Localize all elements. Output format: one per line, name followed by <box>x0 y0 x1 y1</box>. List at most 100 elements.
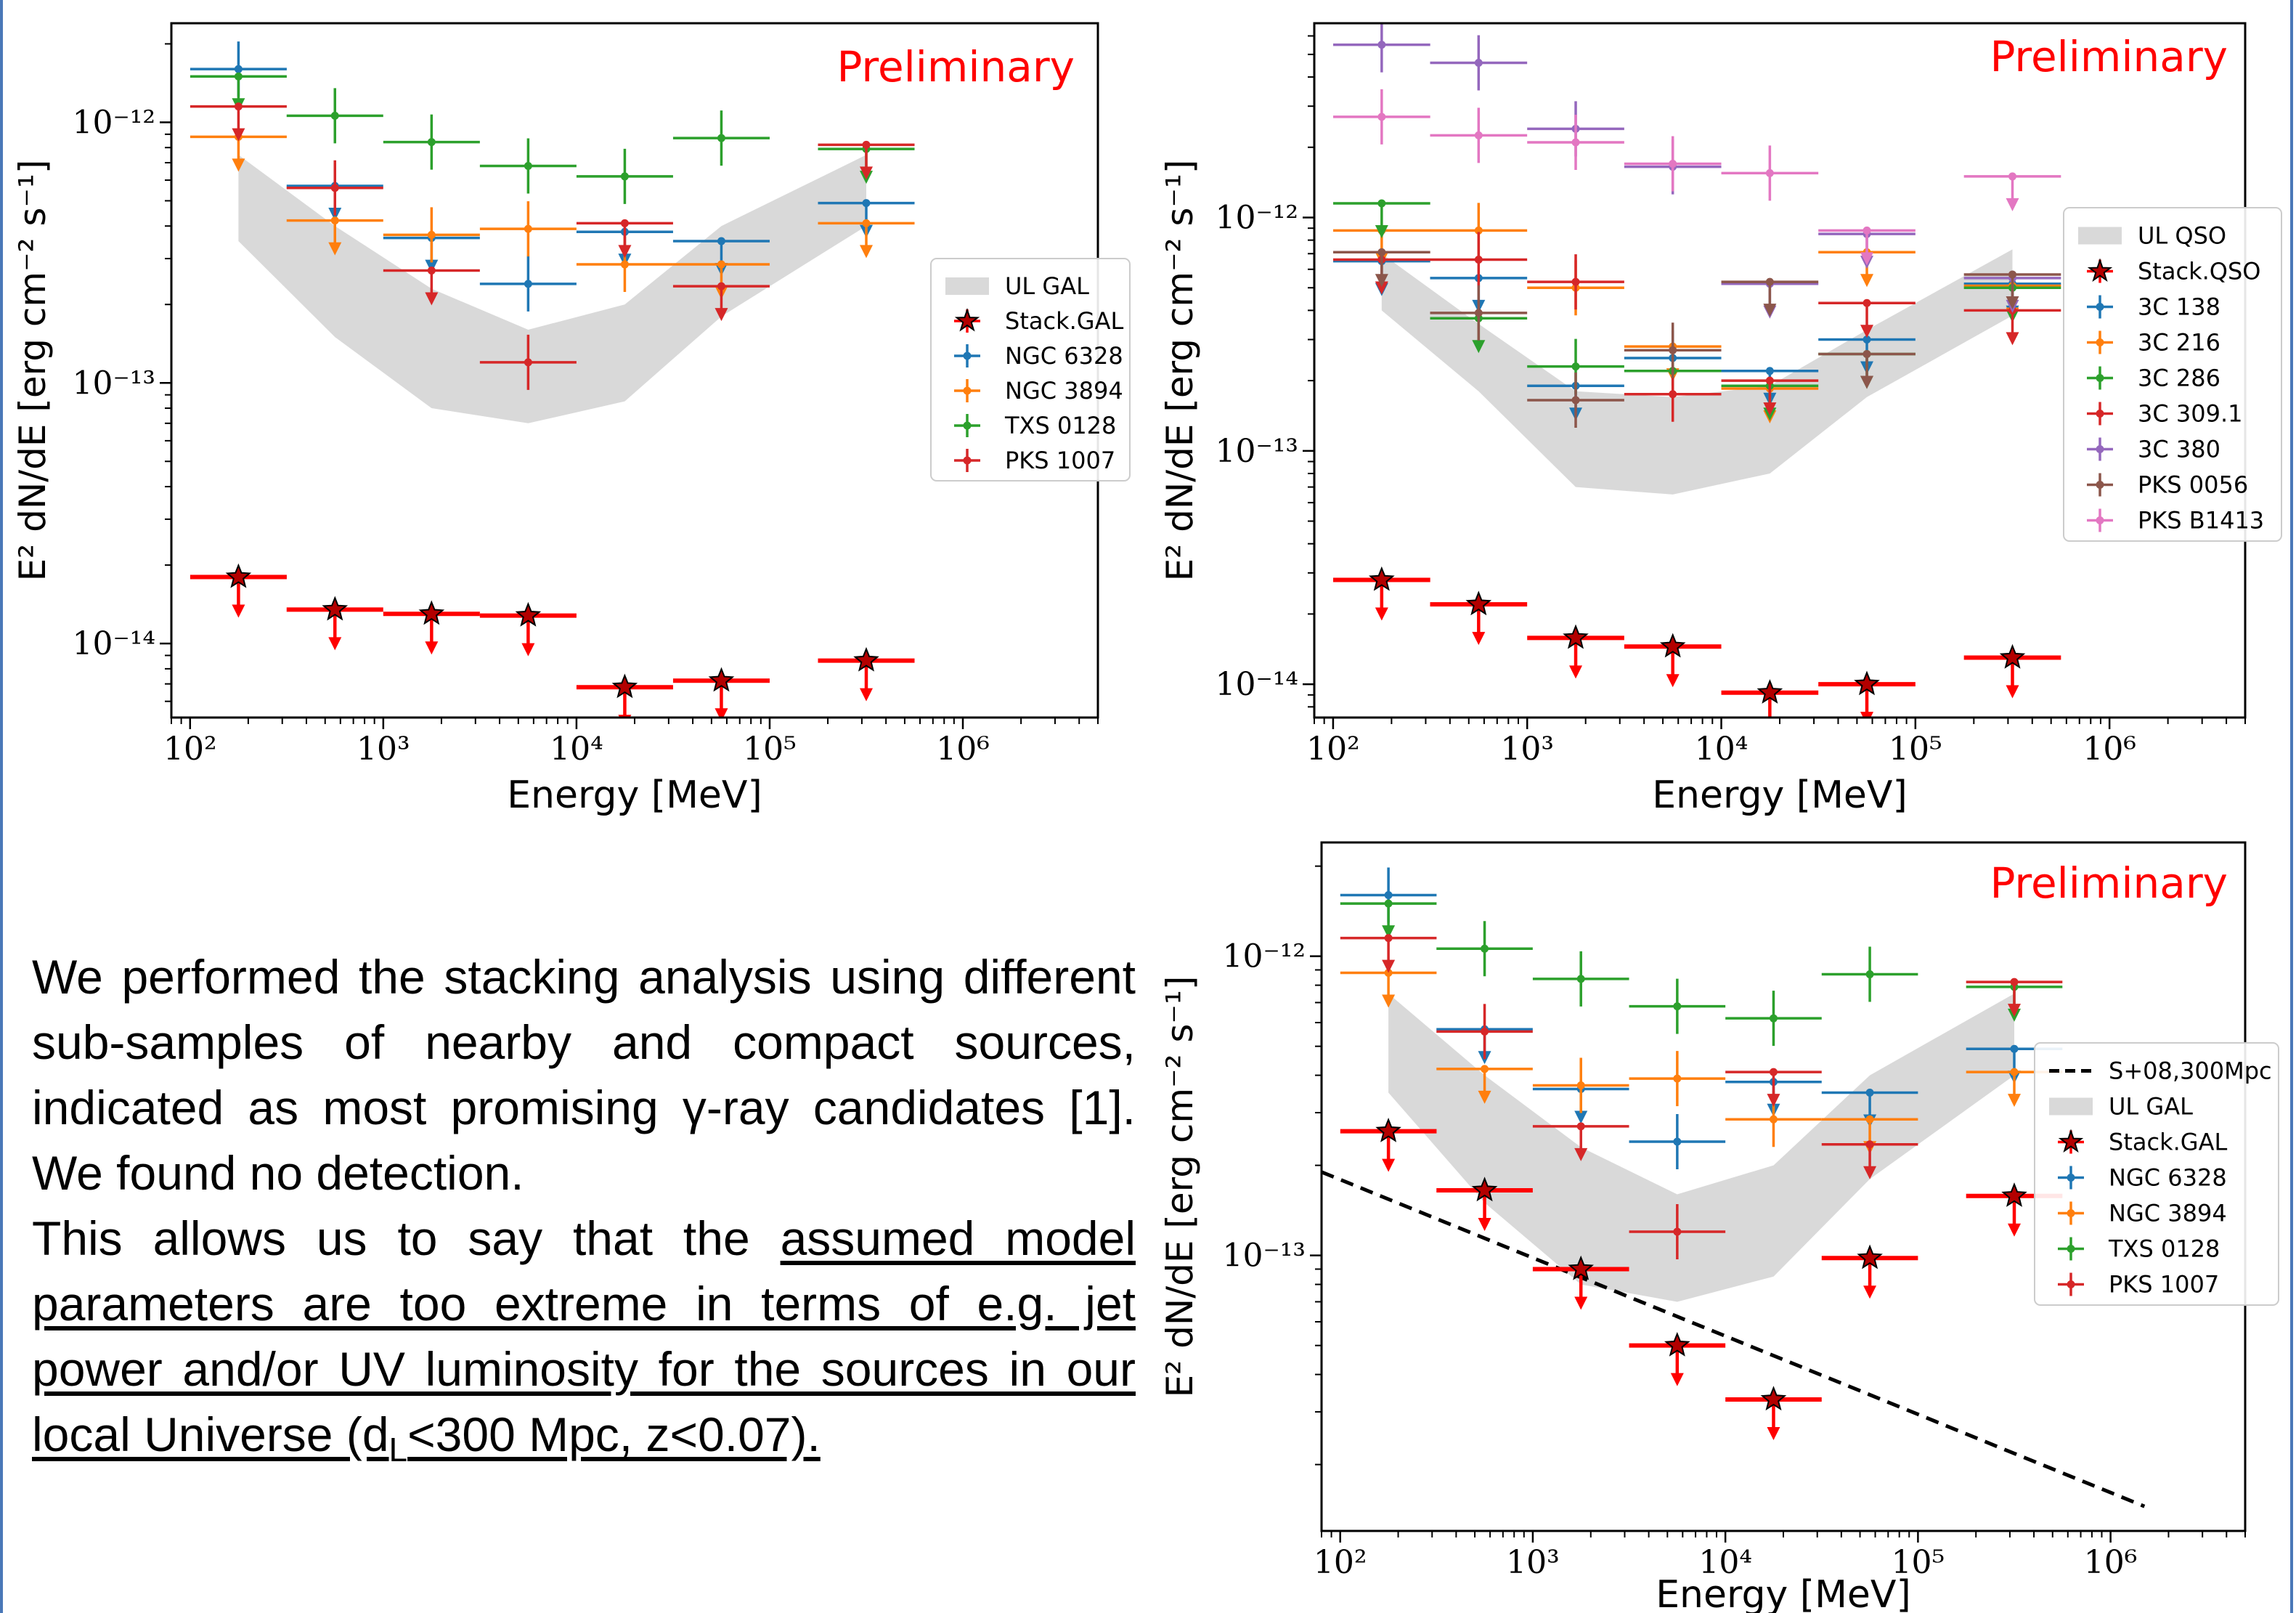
point-marker <box>620 260 629 269</box>
legend-marker <box>2096 303 2104 311</box>
legend-entry: UL QSO <box>2078 222 2226 250</box>
upper-limit-arrow <box>1375 274 1388 288</box>
y-tick-label: 10⁻¹⁴ <box>73 625 156 662</box>
y-axis-label: E² dN/dE [erg cm⁻² s⁻¹] <box>1159 160 1201 582</box>
data-point <box>1721 376 1819 416</box>
point-marker <box>427 138 436 147</box>
point-marker <box>1377 248 1386 256</box>
upper-limit-arrow <box>1763 720 1776 734</box>
x-axis-label: Energy [MeV] <box>1652 773 1908 817</box>
point-marker <box>2010 1044 2019 1053</box>
point-marker <box>234 102 243 111</box>
legend-label: S+08,300Mpc <box>2109 1057 2272 1085</box>
y-tick-label: 10⁻¹² <box>1223 938 1306 975</box>
legend-entry: PKS 1007 <box>2058 1271 2219 1299</box>
data-point <box>1527 254 1624 310</box>
data-point <box>1436 1065 1533 1104</box>
point-marker <box>1673 1002 1682 1011</box>
data-point <box>1430 232 1528 288</box>
legend-marker <box>2096 374 2104 382</box>
point-marker <box>1474 226 1483 235</box>
upper-limit-arrow <box>1382 1158 1396 1172</box>
upper-limit-arrow <box>232 128 245 142</box>
upper-limit-arrow <box>328 637 342 651</box>
x-axis-label: Energy [MeV] <box>1656 1573 1911 1613</box>
legend-label: NGC 6328 <box>2109 1164 2227 1192</box>
upper-limit-arrow <box>1382 925 1396 939</box>
y-tick-label: 10⁻¹² <box>1216 200 1299 237</box>
x-tick-label: 10² <box>1306 731 1360 768</box>
legend-entry: 3C 216 <box>2087 329 2220 357</box>
data-point <box>1532 1057 1629 1113</box>
data-point <box>1721 145 1819 201</box>
point-marker <box>1865 1115 1874 1124</box>
data-point <box>190 102 287 142</box>
upper-limit-arrow <box>618 245 632 259</box>
legend-entry: TXS 0128 <box>2058 1235 2220 1263</box>
legend-label: PKS 1007 <box>2109 1271 2219 1299</box>
upper-limit-arrow <box>1375 225 1388 239</box>
x-axis-label: Energy [MeV] <box>507 773 762 817</box>
upper-limit-arrow <box>860 688 874 702</box>
point-marker <box>1863 336 1871 344</box>
legend-entry: 3C 286 <box>2087 365 2220 392</box>
x-tick-label: 10⁵ <box>1892 1544 1945 1581</box>
conclusion-text: We performed the stacking analysis using… <box>32 944 1136 1482</box>
legend-label: 3C 286 <box>2138 365 2220 392</box>
text-paragraph-2-underlined: assumed model parameters are too extreme… <box>32 1211 1136 1468</box>
data-point <box>1333 199 1430 239</box>
point-marker <box>1669 346 1677 354</box>
point-marker <box>1571 396 1580 405</box>
legend-entry: S+08,300Mpc <box>2049 1057 2272 1085</box>
x-tick-label: 10³ <box>357 731 410 768</box>
legend-label: NGC 3894 <box>1005 377 1123 405</box>
point-marker <box>1474 255 1483 264</box>
data-point <box>479 138 577 194</box>
plot-area <box>1333 23 2061 734</box>
data-point <box>1333 23 1430 73</box>
star-marker <box>225 563 252 588</box>
data-point <box>190 563 287 618</box>
data-point <box>1430 285 1528 341</box>
upper-limit-arrow <box>1574 1110 1588 1124</box>
point-marker <box>1384 934 1393 943</box>
point-marker <box>1474 309 1483 317</box>
point-marker <box>1384 899 1393 908</box>
legend-marker <box>2067 1174 2075 1182</box>
legend-handle-band <box>2078 227 2122 245</box>
y-tick-label: 10⁻¹⁴ <box>1216 666 1299 703</box>
y-tick-label: 10⁻¹³ <box>1223 1238 1306 1275</box>
point-marker <box>1769 1115 1778 1124</box>
data-point <box>1532 951 1629 1007</box>
point-marker <box>524 162 532 171</box>
data-point <box>1725 991 1822 1047</box>
star-marker <box>1999 643 2026 669</box>
x-tick-label: 10⁶ <box>2084 1544 2138 1581</box>
data-point <box>1340 969 1437 1008</box>
data-point <box>383 114 480 170</box>
data-point <box>1340 1117 1437 1172</box>
x-tick-label: 10⁶ <box>2083 731 2136 768</box>
data-point <box>1721 277 1819 317</box>
x-tick-label: 10³ <box>1500 731 1554 768</box>
chart-ul-gal: 10² 10³ 10⁴ 10⁵ 10⁶ 10⁻¹⁴ 10⁻¹³ 10⁻¹² Energy [Me… <box>0 0 1147 828</box>
legend-label: NGC 6328 <box>1005 342 1123 370</box>
legend-entry: UL GAL <box>2049 1093 2193 1121</box>
data-point <box>1527 372 1624 428</box>
chart-ul-qso: 10² 10³ 10⁴ 10⁵ 10⁶ 10⁻¹⁴ 10⁻¹³ 10⁻¹² Energy [Me… <box>1147 0 2296 828</box>
legend-label: TXS 0128 <box>1004 412 1116 439</box>
legend-star <box>954 307 980 332</box>
upper-limit-arrow <box>1767 1426 1780 1440</box>
upper-limit-arrow <box>521 643 535 657</box>
data-point <box>818 219 915 259</box>
y-tick-label: 10⁻¹³ <box>1216 433 1299 470</box>
legend-label: UL GAL <box>2109 1093 2193 1121</box>
data-point <box>1624 136 1722 192</box>
legend-entry: 3C 309.1 <box>2087 400 2242 428</box>
data-point <box>383 600 480 655</box>
upper-limit-arrow <box>425 259 439 273</box>
point-marker <box>1863 226 1871 235</box>
text-paragraph-2: This allows us to say that the assumed m… <box>32 1206 1136 1482</box>
data-point <box>1436 1177 1533 1232</box>
